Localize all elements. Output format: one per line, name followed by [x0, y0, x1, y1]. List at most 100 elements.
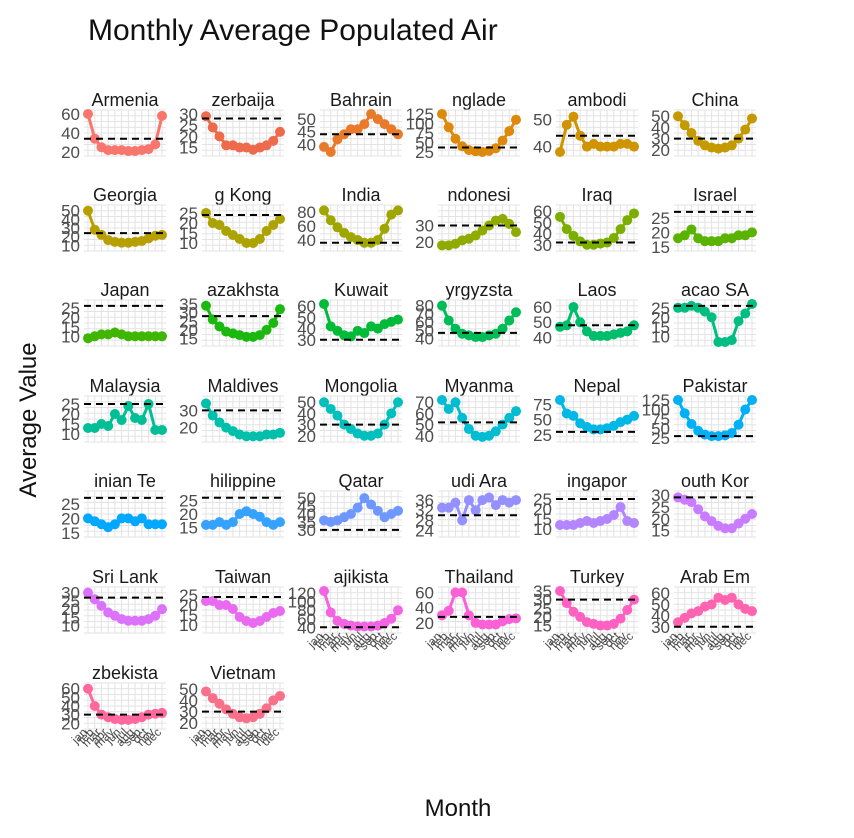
- data-point: [673, 111, 683, 122]
- facet-strip-label: Taiwan: [215, 567, 271, 587]
- y-tick-label: 40: [533, 328, 552, 347]
- y-tick-label: 20: [61, 405, 80, 424]
- y-tick-label: 15: [179, 519, 198, 538]
- y-tick-label: 60: [415, 313, 434, 332]
- y-tick-label: 25: [651, 209, 670, 228]
- y-tick-label: 40: [297, 404, 316, 423]
- y-tick-label: 75: [533, 395, 552, 414]
- y-tick-label: 20: [651, 223, 670, 242]
- y-tick-label: 50: [297, 489, 316, 508]
- data-point: [150, 610, 161, 621]
- y-tick-label: 70: [415, 393, 434, 412]
- y-tick-label: 50: [415, 321, 434, 340]
- data-point: [207, 122, 218, 133]
- data-point: [673, 395, 683, 405]
- data-point: [555, 211, 565, 222]
- data-point: [608, 510, 619, 520]
- y-tick-label: 60: [533, 202, 552, 221]
- data-point: [386, 613, 397, 624]
- y-tick-label: 30: [179, 401, 198, 420]
- data-point: [359, 328, 370, 339]
- data-point: [740, 124, 751, 135]
- data-point: [275, 606, 285, 616]
- y-tick-label: 25: [179, 491, 198, 510]
- y-tick-label: 50: [533, 110, 552, 129]
- y-tick-label: 45: [297, 123, 316, 142]
- data-point: [686, 418, 697, 429]
- y-tick-label: 20: [179, 714, 198, 733]
- data-point: [629, 518, 639, 528]
- y-tick-label: 15: [179, 330, 198, 349]
- data-point: [332, 222, 343, 233]
- y-tick-label: 20: [179, 419, 198, 438]
- y-tick-label: 50: [651, 595, 670, 614]
- data-point: [443, 315, 454, 326]
- y-tick-label: 100: [406, 115, 434, 134]
- facet-strip-label: China: [691, 90, 739, 110]
- data-point: [629, 410, 639, 421]
- facet-strip-label: Laos: [577, 280, 616, 300]
- data-point: [706, 599, 717, 610]
- y-tick-label: 40: [533, 225, 552, 244]
- data-point: [747, 509, 757, 519]
- y-tick-label: 125: [406, 105, 434, 124]
- data-point: [325, 215, 336, 226]
- data-point: [372, 505, 383, 516]
- y-tick-label: 20: [533, 608, 552, 627]
- data-point: [457, 412, 468, 423]
- data-point: [443, 403, 454, 414]
- data-point: [568, 302, 579, 313]
- y-tick-label: 50: [61, 688, 80, 707]
- data-point: [96, 600, 107, 611]
- y-tick-label: 40: [179, 691, 198, 710]
- data-point: [359, 119, 370, 130]
- facet-strip-label: zerbaija: [211, 90, 275, 110]
- y-tick-label: 20: [533, 500, 552, 519]
- data-point: [214, 698, 225, 709]
- data-point: [201, 111, 211, 122]
- y-tick-label: 15: [61, 415, 80, 434]
- facet-strip-label: Sri Lank: [92, 567, 159, 587]
- y-tick-label: 20: [179, 596, 198, 615]
- data-point: [747, 113, 757, 124]
- facet-panel: zbekista2030405060janfebmaraprmayjunjula…: [61, 663, 167, 751]
- data-point: [83, 587, 93, 598]
- y-tick-label: 60: [415, 584, 434, 603]
- facet-strip-label: Myanma: [444, 376, 514, 396]
- y-tick-label: 10: [61, 617, 80, 636]
- y-tick-label: 40: [297, 618, 316, 637]
- data-point: [504, 218, 515, 229]
- y-tick-label: 60: [297, 297, 316, 316]
- data-point: [214, 220, 225, 230]
- data-point: [123, 401, 134, 411]
- y-tick-label: 100: [642, 401, 670, 420]
- y-tick-label: 50: [61, 202, 80, 221]
- data-point: [443, 605, 454, 616]
- data-point: [157, 229, 167, 240]
- data-point: [693, 504, 704, 515]
- y-tick-label: 30: [297, 521, 316, 540]
- data-point: [497, 135, 508, 146]
- y-tick-label: 50: [415, 416, 434, 435]
- y-tick-label: 60: [297, 217, 316, 236]
- data-point: [268, 135, 279, 146]
- facet-strip-label: Qatar: [338, 471, 383, 491]
- y-tick-label: 25: [61, 299, 80, 318]
- y-tick-label: 15: [179, 606, 198, 625]
- data-point: [622, 326, 633, 337]
- data-point: [393, 205, 403, 216]
- data-point: [615, 613, 626, 624]
- facet-strip-label: inian Te: [94, 471, 156, 491]
- data-point: [83, 109, 93, 119]
- y-tick-label: 20: [651, 308, 670, 327]
- y-tick-label: 40: [651, 118, 670, 137]
